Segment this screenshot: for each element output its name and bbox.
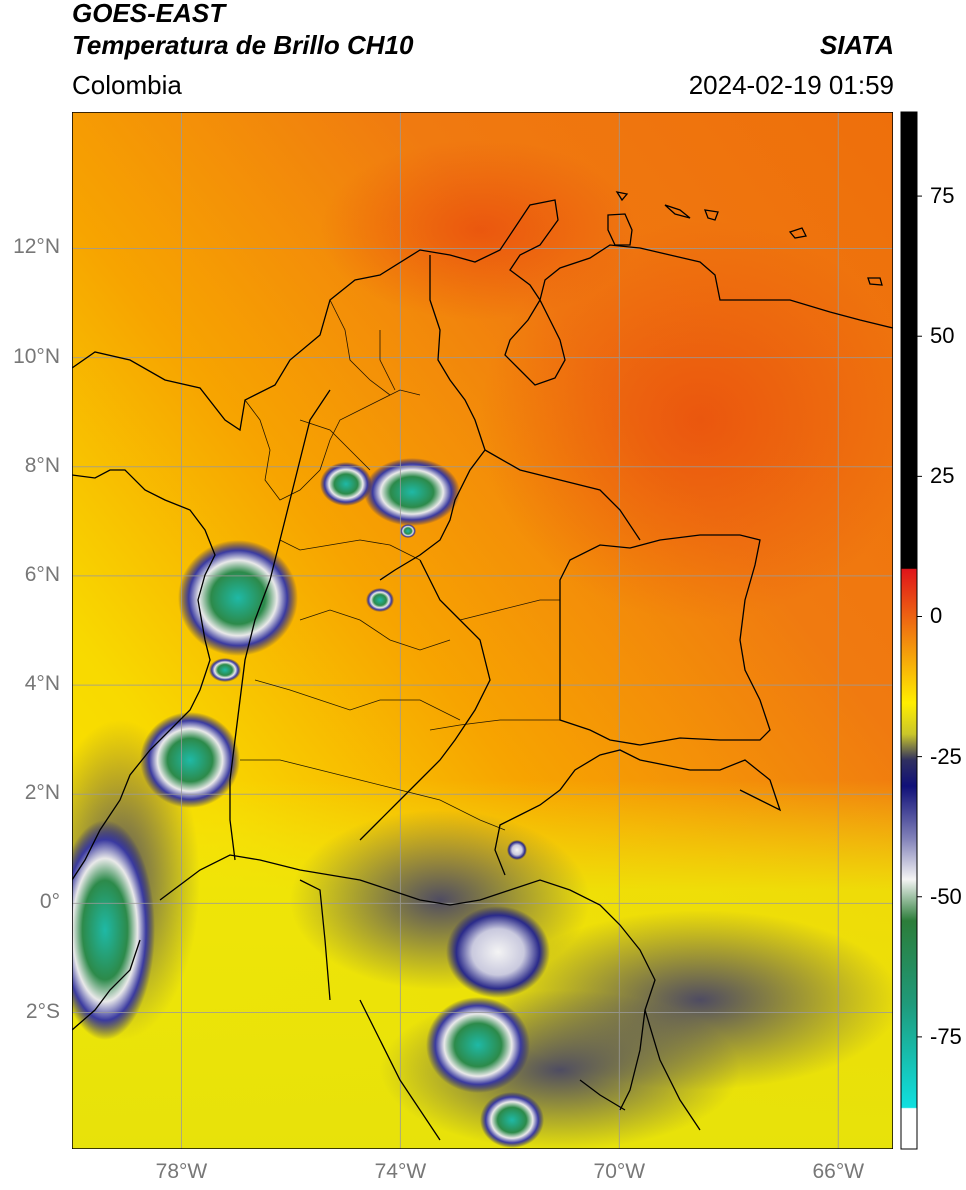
lat-label: 6°N: [24, 562, 60, 586]
lat-label: 2°N: [24, 781, 60, 805]
cloud-cell: [366, 588, 394, 612]
cloud-cell: [178, 540, 298, 656]
lat-label: 0°: [39, 890, 60, 914]
map-grid: [72, 112, 893, 1149]
colorbar-label: -50: [930, 883, 962, 909]
colorbar-label: 25: [930, 463, 955, 489]
cloud-cell: [364, 458, 460, 526]
departmental-borders: [240, 299, 560, 831]
colorbar-label: 0: [930, 603, 943, 629]
colorbar: [900, 111, 918, 1150]
boundaries: [72, 191, 893, 1141]
region-label: Colombia: [72, 70, 182, 100]
cloud-cell: [72, 820, 155, 1040]
organization-label: SIATA: [819, 30, 894, 60]
lat-label: 2°S: [25, 999, 60, 1023]
cloud-cell: [446, 906, 550, 998]
cloud-cell: [480, 1092, 544, 1148]
lon-label: 78°W: [155, 1160, 208, 1183]
colorbar-label: -75: [930, 1023, 962, 1049]
lat-label: 10°N: [13, 344, 60, 368]
lat-label: 12°N: [13, 235, 60, 259]
cloud-cell: [140, 712, 240, 808]
cloud-cell: [507, 840, 527, 860]
lon-label: 66°W: [812, 1160, 865, 1183]
lat-label: 4°N: [24, 672, 60, 696]
lat-label: 8°N: [24, 453, 60, 477]
lon-label: 74°W: [374, 1160, 427, 1183]
colorbar-label: 75: [930, 183, 955, 209]
colorbar-label: 50: [930, 323, 955, 349]
cloud-cell: [320, 462, 372, 506]
cloud-cell: [426, 997, 530, 1093]
product-title: Temperatura de Brillo CH10: [72, 30, 414, 60]
colorbar-label: -25: [930, 743, 962, 769]
timestamp-label: 2024-02-19 01:59: [688, 70, 894, 100]
satellite-title: GOES-EAST: [72, 0, 226, 28]
cloud-cell: [209, 658, 241, 682]
lon-label: 70°W: [593, 1160, 646, 1183]
